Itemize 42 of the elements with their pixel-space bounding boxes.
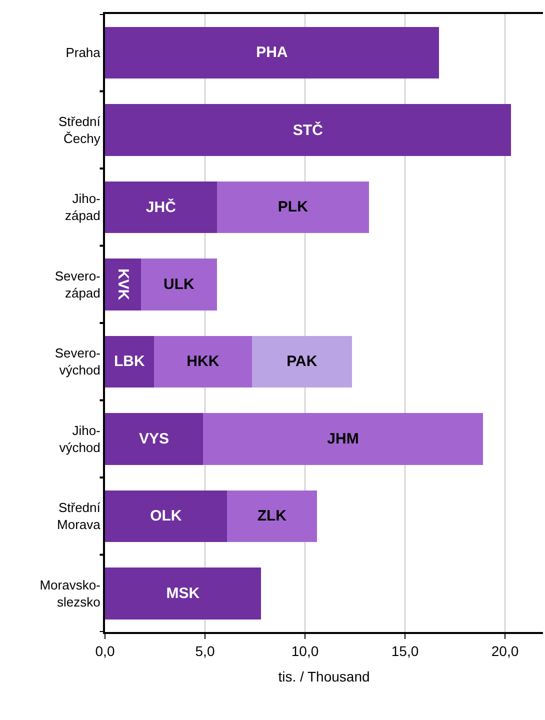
bar bbox=[105, 413, 203, 465]
x-tick-label: 5,0 bbox=[195, 642, 215, 659]
data-label: JHM bbox=[327, 430, 359, 448]
y-tick-label: Severo- východ bbox=[54, 346, 100, 378]
bar bbox=[252, 336, 352, 388]
bar bbox=[105, 568, 261, 620]
data-label: PHA bbox=[256, 44, 288, 62]
x-tick-label: 0,0 bbox=[95, 642, 115, 659]
bar bbox=[203, 413, 483, 465]
y-tick-label: Praha bbox=[66, 45, 102, 60]
bar bbox=[105, 336, 154, 388]
data-label: KVK bbox=[114, 268, 132, 300]
x-tick-label: 20,0 bbox=[491, 642, 519, 659]
y-tick-label: Severo- západ bbox=[54, 268, 100, 300]
bar bbox=[227, 490, 317, 542]
bar bbox=[105, 490, 227, 542]
bar bbox=[154, 336, 252, 388]
bar bbox=[141, 258, 217, 310]
data-label: OLK bbox=[150, 508, 182, 525]
y-tick-label: Střední Morava bbox=[57, 500, 102, 532]
data-label: ZLK bbox=[257, 508, 287, 525]
bar bbox=[105, 104, 511, 156]
x-tick-label: 15,0 bbox=[391, 642, 419, 659]
data-label: JHČ bbox=[146, 198, 176, 216]
y-tick-label: Střední Čechy bbox=[58, 114, 101, 146]
data-label: MSK bbox=[166, 584, 200, 602]
y-tick-label: Jiho- západ bbox=[64, 191, 100, 224]
data-label: STČ bbox=[292, 120, 324, 139]
bar bbox=[105, 181, 217, 233]
y-tick-label: Moravsko- slezsko bbox=[40, 577, 100, 610]
x-tick-label: 10,0 bbox=[291, 642, 319, 659]
data-label: HKK bbox=[186, 353, 220, 370]
x-axis-title: tis. / Thousand bbox=[278, 668, 370, 685]
data-label: ULK bbox=[164, 276, 194, 293]
data-label: LBK bbox=[114, 353, 145, 370]
bar bbox=[105, 26, 439, 78]
data-label: PLK bbox=[278, 198, 308, 216]
bar bbox=[217, 181, 369, 233]
data-label: VYS bbox=[138, 430, 170, 448]
bar bbox=[105, 258, 141, 310]
data-label: PAK bbox=[286, 353, 318, 370]
y-tick-label: Jiho- východ bbox=[59, 422, 100, 455]
